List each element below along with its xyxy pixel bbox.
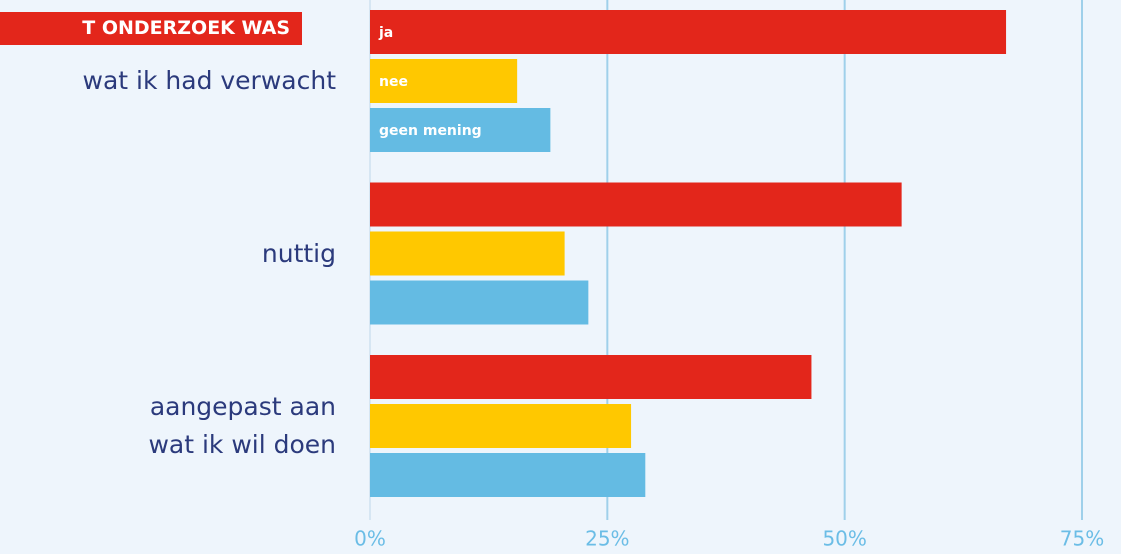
bar bbox=[370, 108, 551, 152]
bar bbox=[370, 280, 589, 325]
bar bbox=[370, 231, 565, 276]
bar bbox=[370, 453, 646, 497]
y-tick-label: nuttig bbox=[261, 238, 336, 268]
x-tick-label: 50% bbox=[822, 527, 866, 551]
bar bbox=[370, 10, 1007, 54]
chart-title: T ONDERZOEK WAS bbox=[0, 12, 302, 45]
bar bbox=[370, 182, 902, 227]
bar bbox=[370, 355, 812, 399]
bar bbox=[370, 404, 632, 448]
x-tick-label: 25% bbox=[585, 527, 629, 551]
legend-label: ja bbox=[378, 25, 393, 41]
legend-label: nee bbox=[379, 74, 408, 90]
bar bbox=[370, 59, 518, 103]
x-tick-label: 0% bbox=[354, 527, 386, 551]
x-tick-label: 75% bbox=[1060, 527, 1104, 551]
y-tick-label: wat ik had verwacht bbox=[82, 66, 336, 95]
legend-label: geen mening bbox=[379, 123, 482, 139]
y-tick-label: aangepast aan wat ik wil doen bbox=[148, 392, 336, 459]
